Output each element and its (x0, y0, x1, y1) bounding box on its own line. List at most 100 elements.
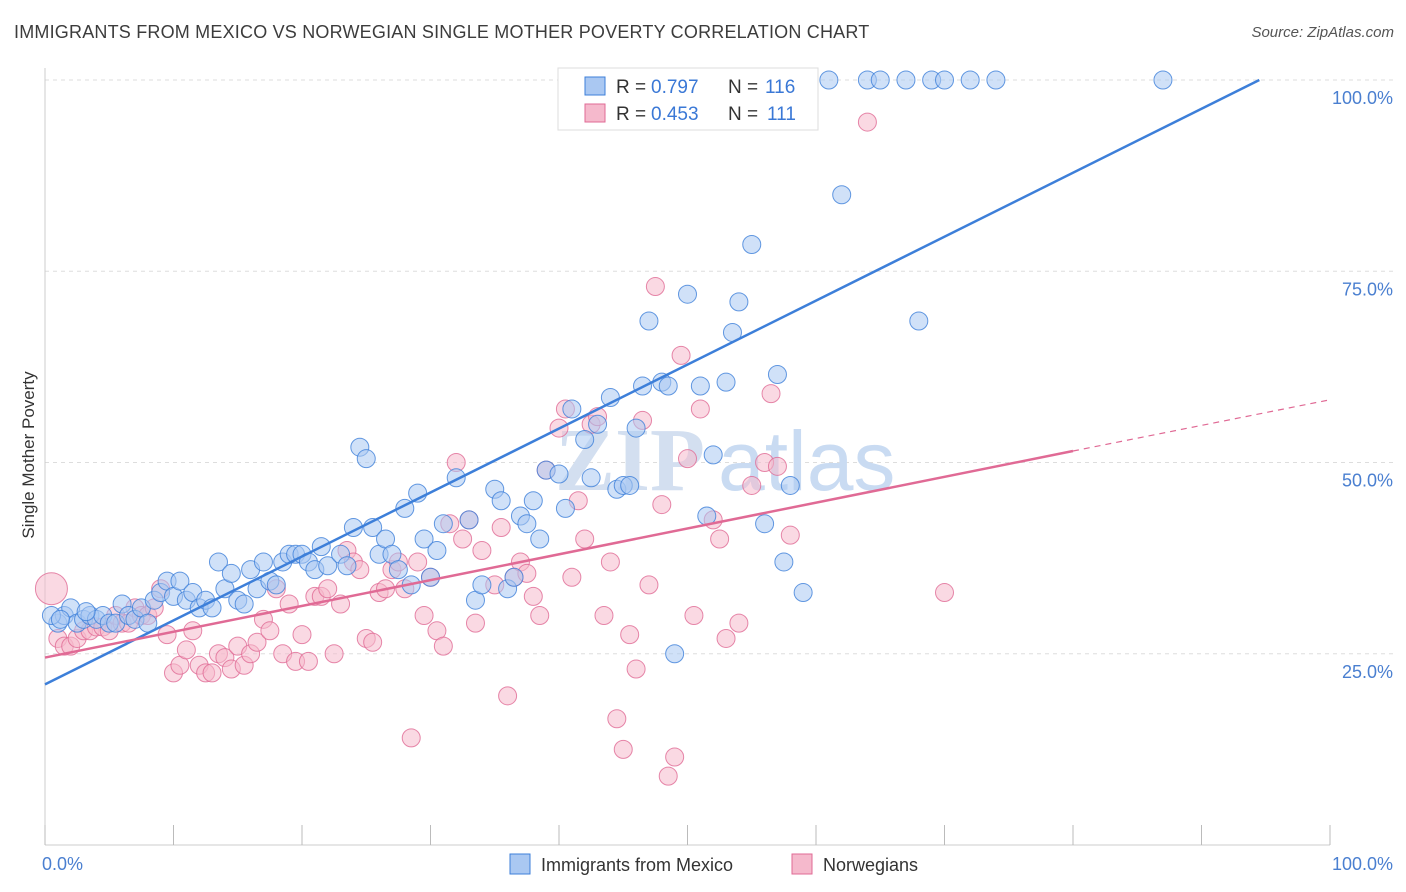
norwegians-point (678, 449, 697, 469)
norwegians-point (433, 636, 453, 656)
mexico-point (562, 399, 582, 419)
mexico-point (1153, 70, 1173, 90)
norwegians-point (665, 747, 685, 767)
axes (44, 68, 1331, 846)
chart-title: IMMIGRANTS FROM MEXICO VS NORWEGIAN SING… (14, 22, 870, 42)
norwegians-point (857, 112, 877, 132)
mexico-point (555, 498, 575, 518)
norwegians-point (671, 345, 691, 365)
norwegians-point (562, 567, 582, 587)
norwegians-point (176, 640, 196, 660)
trend-lines (44, 78, 1331, 686)
mexico-point (703, 445, 723, 465)
norwegians-point (639, 575, 659, 595)
norwegians-point (414, 606, 434, 625)
mexico-point (729, 292, 749, 312)
norwegians-point (324, 644, 344, 664)
mexico-point (504, 567, 524, 587)
mexico-point (318, 556, 338, 576)
mexico-point (234, 594, 254, 614)
norwegians-point (613, 739, 633, 759)
mexico-point (909, 311, 929, 331)
legend-item-mexico-swatch (509, 853, 531, 875)
norwegians-trend-line (44, 449, 1074, 659)
mexico-point (170, 571, 190, 591)
legend-n-value: 116 (765, 77, 795, 98)
stats-legend: R = 0.797 N = 116 R = 0.453 N = 111 (557, 67, 819, 131)
mexico-point (575, 430, 595, 450)
norwegians-trend-extension (1072, 399, 1331, 452)
mexico-point (960, 70, 980, 90)
norwegians-point (298, 651, 318, 671)
mexico-point (208, 552, 228, 572)
mexico-point (588, 414, 608, 434)
mexico-point (665, 644, 685, 664)
legend-n-value: 111 (767, 104, 796, 125)
norwegians-point (183, 621, 203, 641)
norwegians-point (626, 659, 646, 679)
norwegians-point (600, 552, 620, 572)
norwegians-point (729, 613, 749, 633)
mexico-point (716, 372, 736, 392)
mexico-point (626, 418, 646, 438)
mexico-point (986, 70, 1006, 90)
x-tick-label: 0.0% (42, 854, 83, 874)
mexico-point (742, 234, 762, 254)
mexico-point (491, 491, 511, 511)
mexico-point (774, 552, 794, 572)
norwegians-point (607, 709, 627, 729)
mexico-point (639, 311, 659, 331)
y-tick-label: 50.0% (1342, 471, 1393, 491)
mexico-point (793, 583, 813, 603)
mexico-point (421, 567, 440, 587)
mexico-point (337, 556, 357, 576)
norwegians-point (292, 625, 312, 645)
y-axis-title: Single Mother Poverty (19, 371, 38, 539)
norwegians-point (318, 579, 338, 599)
mexico-point (530, 529, 550, 549)
mexico-point (459, 510, 479, 530)
y-tick-labels: 25.0% 50.0% 75.0% 100.0% (1332, 88, 1393, 682)
legend-r-label: R = (616, 77, 646, 98)
x-tick-label: 100.0% (1332, 854, 1393, 874)
mexico-point (523, 491, 543, 511)
norwegians-point (247, 632, 267, 652)
legend-swatch-blue (584, 76, 606, 96)
mexico-point (767, 365, 787, 385)
norwegians-point (620, 625, 640, 645)
watermark-atlas: atlas (718, 414, 895, 508)
y-tick-label: 75.0% (1342, 279, 1393, 299)
norwegians-point (465, 613, 485, 633)
norwegians-point (491, 518, 511, 538)
mexico-point (832, 185, 852, 205)
mexico-point (266, 575, 286, 595)
mexico-point (896, 70, 916, 90)
mexico-point (658, 376, 678, 396)
norwegians-point (523, 586, 543, 606)
norwegians-point (652, 495, 672, 515)
mexico-point (472, 575, 492, 595)
series-legend: Immigrants from Mexico Norwegians (509, 853, 918, 875)
mexico-point (356, 449, 376, 469)
norwegians-point (690, 399, 710, 419)
norwegians-point (935, 583, 954, 603)
mexico-point (678, 284, 697, 304)
norwegians-point (498, 686, 518, 706)
legend-swatch-pink (584, 103, 606, 123)
mexico-trend-line (44, 78, 1260, 686)
legend-n-label: N = (728, 77, 758, 98)
norwegians-point (260, 621, 280, 641)
mexico-point (935, 70, 954, 90)
legend-item-norwegians-swatch (791, 853, 813, 875)
norwegians-point (742, 475, 762, 495)
norwegians-point (658, 766, 678, 786)
norwegians-point (202, 663, 222, 683)
mexico-point (414, 529, 434, 549)
mexico-point (870, 70, 890, 90)
mexico-point (690, 376, 710, 396)
norwegians-point (716, 628, 736, 648)
norwegians-point (710, 529, 730, 549)
legend-r-label: R = (616, 104, 646, 125)
norwegians-point (408, 552, 428, 572)
norwegians-point (761, 384, 781, 404)
